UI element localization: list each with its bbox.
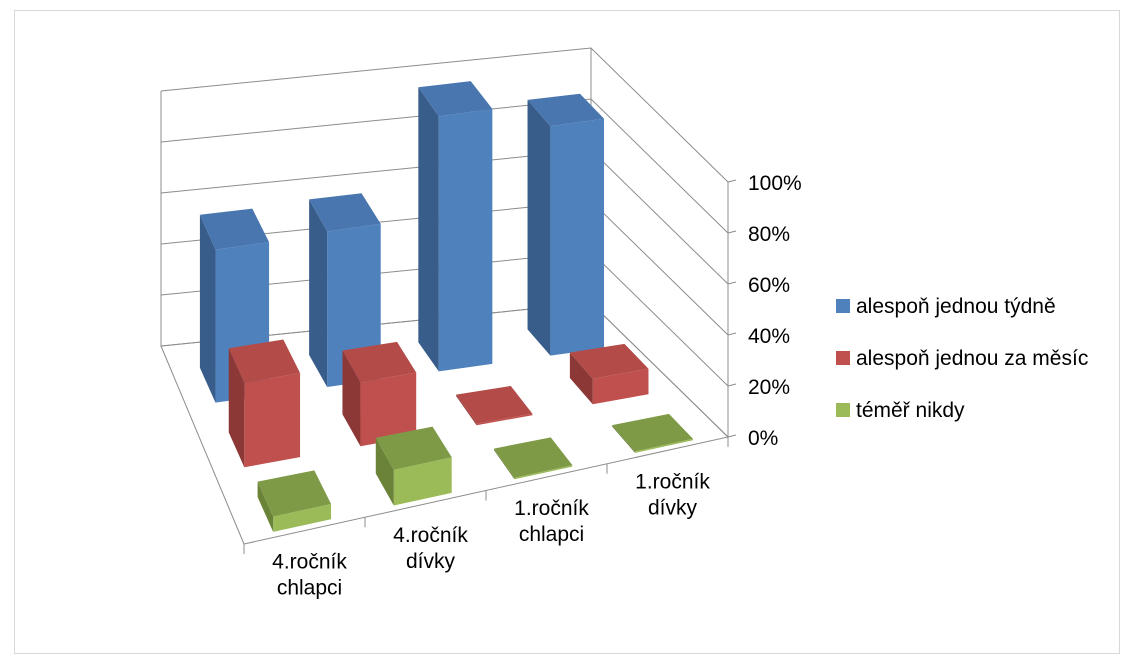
bar-top [228,339,301,384]
legend-label: alespoň jednou týdně [856,295,1056,318]
bar-front [476,413,533,426]
value-tick [727,230,737,234]
bar-side [199,214,216,403]
chart-area: 0% 20% 40% 60% 80% 100% 4.ročník chlapci 4.roční… [14,10,1120,654]
bar [342,341,417,447]
bar-front [273,503,332,532]
chart-labels: 0% 20% 40% 60% 80% 100% 4.ročník chlapci 4.roční… [272,172,802,600]
bar-front [438,108,493,372]
bar-side [569,352,593,405]
bar-top [418,81,493,117]
category-label: 1.ročník chlapci [514,497,589,546]
bar [375,426,452,506]
bar-side [456,394,477,426]
bar-side [257,481,274,532]
bar-side [375,437,394,506]
bar-front [393,457,452,506]
legend-label: alespoň jednou za měsíc [856,347,1088,370]
legend-swatch [836,403,850,417]
bar-chart-3d: 0% 20% 40% 60% 80% 100% 4.ročník chlapci 4.roční… [160,47,1088,600]
bar-top [199,208,270,250]
value-tick-label: 60% [748,274,790,297]
category-label: 4.ročník dívky [393,524,468,573]
bar [569,343,649,405]
bar-front [360,372,417,447]
bar [199,208,270,403]
chart-legend: alespoň jednou týdně alespoň jednou za mě… [836,295,1088,422]
bar-top [569,343,649,379]
bar [494,437,573,480]
bar-top [342,341,417,383]
bar-front [592,368,649,405]
bar-front [514,465,573,480]
bar-top [456,385,533,424]
value-tick-label: 100% [748,172,802,195]
value-tick [727,434,737,438]
bar-top [612,413,693,452]
category-label: 4.ročník chlapci [272,551,347,600]
bar-front [635,438,693,453]
category-label: 1.ročník dívky [635,470,710,519]
bar [456,385,533,426]
bar-side [418,87,439,372]
value-tick-label: 80% [748,223,790,246]
bar [612,413,693,453]
bar [309,193,381,387]
value-tick [727,281,737,285]
bar-front [327,223,381,387]
bar-front [244,373,301,468]
bar-top [375,426,452,470]
value-tick [727,179,737,183]
chart-bars [199,81,693,532]
bar [257,470,332,532]
bar-side [612,425,636,453]
value-tick-label: 40% [748,325,790,348]
legend-swatch [836,299,850,313]
bar [418,81,493,372]
legend-swatch [836,351,850,365]
value-tick-label: 20% [748,376,790,399]
bar-top [494,437,573,478]
bar [228,339,301,468]
bar-side [494,448,515,480]
value-tick-label: 0% [748,427,778,450]
bar-side [527,99,551,356]
value-tick [727,332,737,336]
legend-label: téměř nikdy [856,399,965,422]
bar-top [309,193,381,232]
bar-side [228,348,245,468]
bar-top [257,470,332,517]
bar-side [342,350,361,447]
bar [527,93,604,356]
bar-front [550,118,604,356]
bar-side [309,199,328,387]
value-tick [727,383,737,387]
bar-top [527,93,604,127]
